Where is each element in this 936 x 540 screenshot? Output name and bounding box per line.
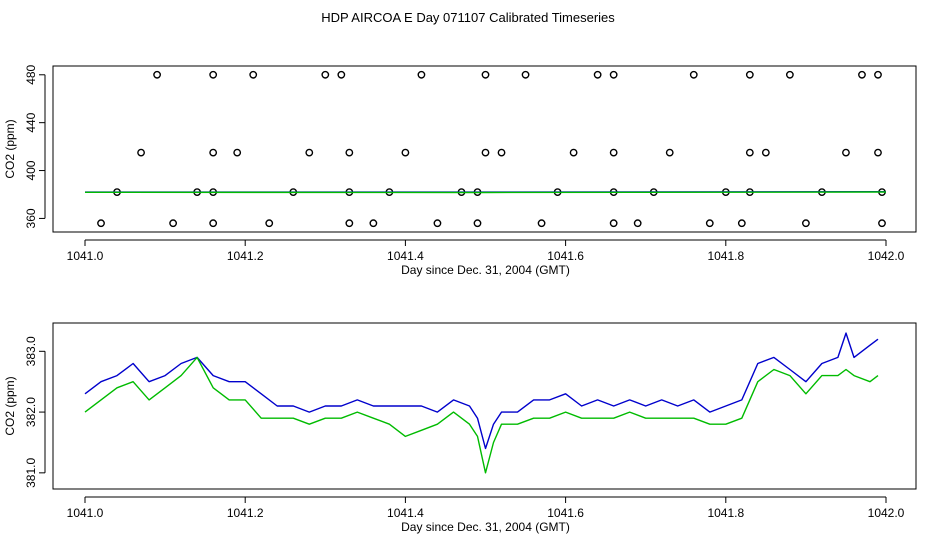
x-tick-label: 1041.6: [547, 249, 584, 263]
data-point: [233, 148, 242, 157]
data-point: [761, 148, 770, 157]
data-point: [265, 219, 274, 228]
x-tick-label: 1041.4: [387, 506, 424, 520]
top-panel: 1041.0 1041.2 1041.4 1041.6 1041.8 1042.0 Day …: [3, 64, 917, 277]
data-point: [249, 70, 258, 79]
green-series-line: [84, 356, 879, 474]
data-point: [481, 148, 490, 157]
data-point: [593, 70, 602, 79]
y-tick-label: 480: [24, 64, 38, 84]
y-tick-label: 400: [24, 160, 38, 180]
x-tick-label: 1041.0: [67, 249, 104, 263]
data-point: [417, 70, 426, 79]
x-tick-label: 1041.6: [547, 506, 584, 520]
x-tick-label: 1041.8: [707, 506, 744, 520]
data-point: [609, 219, 618, 228]
data-point: [521, 70, 530, 79]
data-point: [345, 219, 354, 228]
data-point: [473, 219, 482, 228]
data-point: [633, 219, 642, 228]
data-point: [433, 219, 442, 228]
data-point: [874, 148, 882, 157]
data-point: [209, 219, 218, 228]
x-tick-label: 1042.0: [868, 506, 905, 520]
data-point: [209, 70, 218, 79]
data-point: [321, 70, 330, 79]
data-point: [874, 70, 882, 79]
y-tick-label: 382.0: [24, 397, 38, 427]
data-point: [785, 70, 794, 79]
y-tick-label: 360: [24, 208, 38, 228]
data-point: [665, 148, 674, 157]
data-point: [537, 219, 546, 228]
plot-frame: [52, 322, 917, 490]
data-point: [137, 148, 145, 157]
data-point: [481, 70, 490, 79]
data-point: [745, 148, 754, 157]
x-tick-label: 1041.0: [67, 506, 104, 520]
y-tick-label: 383.0: [24, 336, 38, 366]
data-point: [337, 70, 346, 79]
y-axis-label: CO2 (ppm): [3, 119, 17, 178]
data-point: [345, 148, 354, 157]
x-axis-label: Day since Dec. 31, 2004 (GMT): [401, 263, 570, 277]
data-point: [305, 148, 314, 157]
plot-frame: [52, 65, 917, 233]
data-point: [609, 70, 618, 79]
x-tick-label: 1041.2: [227, 506, 264, 520]
data-point: [401, 148, 410, 157]
data-point: [209, 148, 218, 157]
y-axis-label: CO2 (ppm): [3, 376, 17, 435]
y-tick-label: 381.0: [24, 458, 38, 488]
data-point: [609, 148, 618, 157]
data-point: [802, 219, 810, 228]
data-point: [858, 70, 866, 79]
data-point: [878, 219, 886, 228]
line-green-series-line: [84, 191, 887, 194]
data-point: [569, 148, 578, 157]
blue-series-line: [84, 332, 879, 450]
data-point: [369, 219, 378, 228]
x-axis-label: Day since Dec. 31, 2004 (GMT): [401, 520, 570, 534]
data-point: [153, 70, 161, 79]
data-point: [97, 219, 105, 228]
data-point: [842, 148, 850, 157]
data-point: [745, 70, 754, 79]
y-tick-label: 440: [24, 112, 38, 132]
x-tick-label: 1041.2: [227, 249, 264, 263]
data-point: [737, 219, 746, 228]
data-point: [497, 148, 506, 157]
x-tick-label: 1041.4: [387, 249, 424, 263]
x-tick-label: 1042.0: [868, 249, 905, 263]
bottom-panel: 1041.0 1041.2 1041.4 1041.6 1041.8 1042.0 Day …: [3, 322, 917, 534]
data-point: [169, 219, 178, 228]
data-point: [705, 219, 714, 228]
chart-title: HDP AIRCOA E Day 071107 Calibrated Times…: [321, 10, 615, 25]
x-tick-label: 1041.8: [707, 249, 744, 263]
data-point: [689, 70, 698, 79]
